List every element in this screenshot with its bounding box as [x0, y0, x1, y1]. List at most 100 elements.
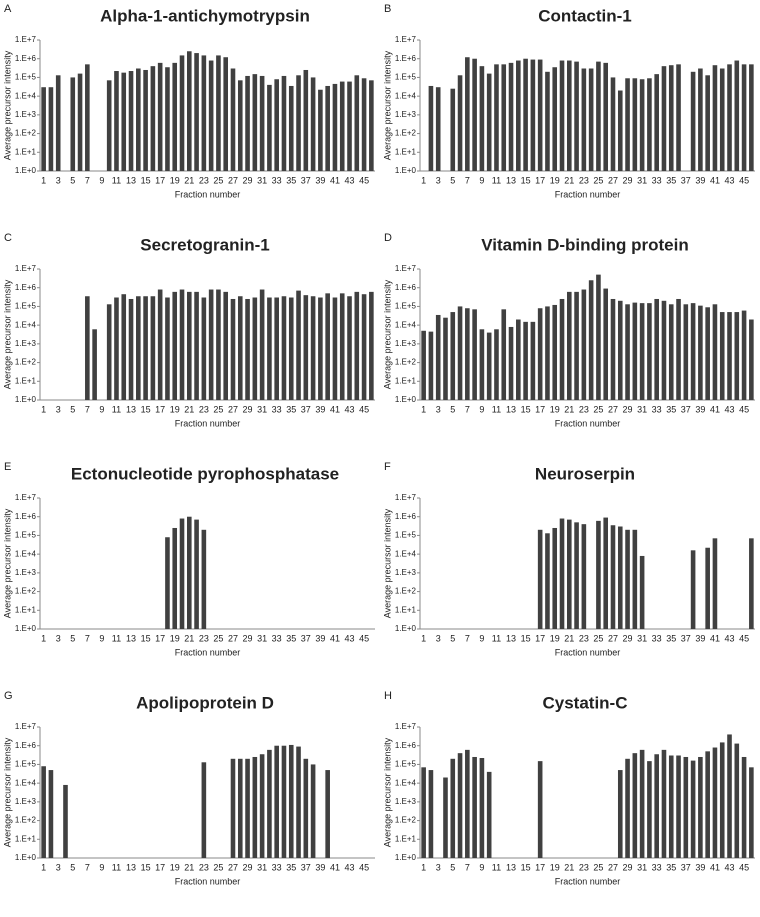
bar	[165, 537, 170, 629]
x-tick-label: 13	[126, 404, 136, 414]
bar	[596, 61, 601, 171]
x-tick-label: 21	[184, 633, 194, 643]
bar	[588, 68, 594, 171]
bar	[537, 59, 543, 172]
x-tick-label: 31	[257, 862, 267, 872]
x-tick-label: 27	[228, 862, 238, 872]
x-tick-label: 39	[695, 633, 705, 643]
x-tick-label: 27	[608, 175, 618, 185]
y-tick-label: 1.E+7	[395, 264, 417, 273]
bar	[310, 764, 316, 858]
x-tick-label: 41	[330, 404, 340, 414]
y-tick-label: 1.E+3	[395, 110, 417, 119]
x-tick-label: 33	[272, 404, 282, 414]
x-tick-label: 33	[272, 175, 282, 185]
y-tick-label: 1.E+4	[15, 778, 37, 787]
x-tick-label: 17	[155, 633, 165, 643]
bar	[281, 75, 287, 171]
x-tick-label: 35	[666, 175, 676, 185]
bar	[274, 79, 279, 171]
x-tick-label: 35	[666, 862, 676, 872]
y-tick-label: 1.E+4	[395, 91, 417, 100]
bar	[443, 777, 448, 858]
y-tick-label: 1.E+5	[395, 302, 417, 311]
y-tick-label: 1.E+5	[15, 760, 37, 769]
x-tick-label: 35	[286, 404, 296, 414]
bar	[172, 291, 178, 400]
x-tick-label: 17	[535, 633, 545, 643]
bar	[668, 65, 674, 171]
x-tick-label: 41	[710, 404, 720, 414]
bar	[472, 58, 477, 171]
bar	[501, 64, 507, 171]
y-tick-label: 1.E+3	[15, 339, 37, 348]
y-axis-label: Average precursor intensity	[2, 737, 12, 847]
x-tick-label: 1	[421, 862, 426, 872]
bar	[683, 756, 689, 858]
x-tick-label: 19	[170, 175, 180, 185]
x-tick-label: 21	[564, 862, 574, 872]
bar	[516, 319, 521, 400]
x-tick-label: 3	[436, 404, 441, 414]
x-tick-label: 11	[112, 404, 121, 414]
bar	[486, 73, 492, 171]
x-tick-label: 19	[550, 633, 560, 643]
bar	[486, 771, 492, 858]
bar	[749, 767, 754, 858]
x-tick-label: 7	[85, 175, 90, 185]
x-tick-label: 25	[593, 633, 603, 643]
bar	[208, 289, 214, 400]
bar	[625, 304, 630, 400]
bar	[676, 755, 681, 858]
bar	[332, 83, 338, 171]
x-tick-label: 11	[492, 175, 501, 185]
bar	[705, 307, 710, 400]
x-tick-label: 35	[666, 633, 676, 643]
x-tick-label: 11	[112, 862, 121, 872]
x-axis-label: Fraction number	[175, 876, 241, 886]
x-tick-label: 41	[330, 175, 340, 185]
y-tick-label: 1.E+5	[15, 531, 37, 540]
x-tick-label: 21	[184, 862, 194, 872]
bar	[712, 538, 718, 629]
x-tick-label: 13	[126, 633, 136, 643]
x-tick-label: 17	[535, 175, 545, 185]
y-tick-label: 1.E+0	[15, 395, 37, 404]
y-tick-label: 1.E+0	[395, 395, 417, 404]
y-tick-label: 1.E+3	[15, 568, 37, 577]
y-tick-label: 1.E+2	[15, 587, 37, 596]
bar	[267, 749, 272, 858]
bar	[347, 296, 352, 400]
x-tick-label: 9	[479, 633, 484, 643]
bar	[186, 291, 192, 400]
bar	[245, 75, 250, 171]
x-tick-label: 15	[141, 633, 151, 643]
bar	[325, 770, 330, 858]
x-tick-label: 31	[637, 175, 647, 185]
x-tick-label: 13	[506, 633, 516, 643]
x-tick-label: 5	[450, 862, 455, 872]
bar	[719, 742, 725, 858]
bar	[332, 297, 338, 400]
bar	[421, 330, 426, 400]
bar	[92, 329, 97, 400]
x-tick-label: 39	[315, 862, 325, 872]
bar	[617, 526, 623, 629]
x-tick-label: 9	[99, 862, 104, 872]
x-tick-label: 21	[184, 404, 194, 414]
y-tick-label: 1.E+6	[15, 283, 37, 292]
bar	[194, 519, 199, 629]
bar	[727, 64, 732, 171]
bar	[545, 533, 550, 629]
bar	[303, 758, 309, 858]
bar	[288, 744, 294, 858]
x-tick-label: 15	[521, 175, 531, 185]
y-tick-label: 1.E+7	[15, 493, 37, 502]
bar	[537, 761, 543, 858]
y-tick-label: 1.E+6	[395, 512, 417, 521]
x-tick-label: 37	[301, 862, 311, 872]
x-tick-label: 35	[666, 404, 676, 414]
bar	[179, 518, 185, 629]
chart-title: Cystatin-C	[542, 693, 627, 712]
x-tick-label: 25	[213, 862, 223, 872]
